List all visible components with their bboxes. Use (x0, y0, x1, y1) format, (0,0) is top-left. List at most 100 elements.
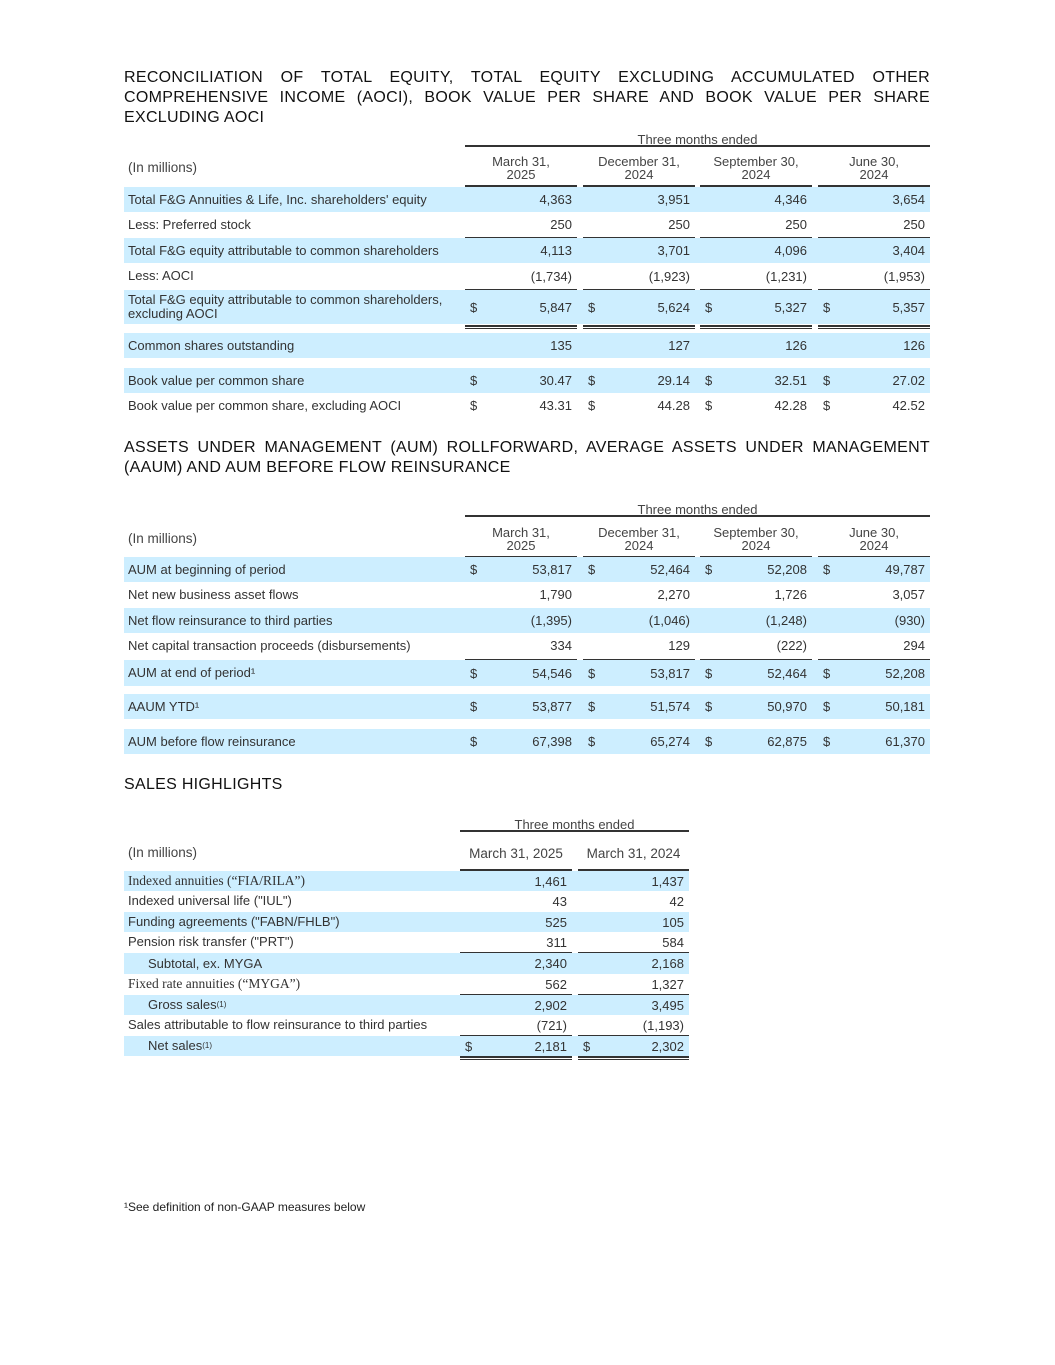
row-label: AUM before flow reinsurance (128, 729, 458, 754)
cell-value: 135 (550, 338, 572, 353)
row-label-text: Pension risk transfer ("PRT") (128, 934, 294, 949)
table-cell: 250 (818, 212, 930, 237)
table-cell: 1,790 (465, 582, 577, 607)
cell-value: 126 (785, 338, 807, 353)
table-cell: 584 (578, 932, 689, 952)
table-cell: 1,437 (578, 871, 689, 891)
cell-value: 52,208 (767, 562, 807, 577)
row-label: AAUM YTD¹ (128, 694, 458, 719)
table-cell: $43.31 (465, 393, 577, 418)
cell-value: (1,734) (530, 268, 572, 284)
unit-label: (In millions) (128, 160, 198, 175)
table-cell: 311 (460, 932, 572, 952)
column-header: March 31, 2024 (586, 845, 681, 861)
double-rule (578, 1059, 689, 1060)
cell-value: 4,096 (774, 243, 807, 258)
table-cell: 135 (465, 333, 577, 358)
double-rule (578, 1056, 689, 1058)
unit-label: (In millions) (128, 531, 198, 546)
row-label-text: AAUM YTD¹ (128, 698, 200, 714)
table-cell: $49,787 (818, 557, 930, 582)
row-label: Pension risk transfer ("PRT") (128, 932, 458, 952)
row-label: Net new business asset flows (128, 582, 458, 607)
row-label: Less: Preferred stock (128, 212, 458, 237)
table-cell: 3,654 (818, 187, 930, 212)
row-label: Net capital transaction proceeds (disbur… (128, 633, 458, 658)
cell-value: (1,231) (765, 268, 807, 284)
table-cell: $5,327 (700, 290, 812, 324)
row-label: Indexed annuities (“FIA/RILA”) (128, 871, 458, 891)
cell-value: (1,193) (642, 1017, 684, 1033)
table-cell: 4,113 (465, 238, 577, 263)
cell-value: 5,624 (657, 299, 690, 315)
cell-value: 62,875 (767, 734, 807, 749)
table-cell: 250 (465, 212, 577, 237)
double-rule (583, 325, 695, 327)
cell-value: 61,370 (885, 734, 925, 749)
row-label-text: Book value per common share (128, 372, 305, 388)
cell-value: 4,363 (539, 192, 572, 207)
table-cell: 294 (818, 633, 930, 658)
table-cell: $2,181 (460, 1036, 572, 1056)
cell-value: 29.14 (657, 373, 690, 388)
unit-label: (In millions) (128, 845, 198, 860)
cell-value: 52,464 (767, 665, 807, 681)
currency-symbol: $ (705, 562, 713, 577)
row-shade (124, 953, 689, 974)
double-rule (700, 328, 812, 329)
row-shade (124, 368, 930, 393)
cell-value: (1,923) (648, 268, 690, 284)
table-cell: (1,395) (465, 608, 577, 633)
cell-value: 334 (550, 638, 572, 653)
currency-symbol: $ (823, 299, 831, 315)
table-cell: 2,270 (583, 582, 695, 607)
row-label-text: Less: Preferred stock (128, 216, 251, 232)
row-label-text: Less: AOCI (128, 268, 194, 283)
currency-symbol: $ (465, 1038, 473, 1054)
cell-value: 5,357 (892, 299, 925, 315)
table-cell: 126 (818, 333, 930, 358)
subtotal-rule (700, 237, 812, 238)
cell-value: 42.52 (892, 398, 925, 413)
footnote: ¹See definition of non-GAAP measures bel… (124, 1200, 366, 1214)
currency-symbol: $ (823, 665, 831, 681)
row-label: Indexed universal life ("IUL") (128, 891, 458, 911)
table-cell: 126 (700, 333, 812, 358)
table-cell: $5,357 (818, 290, 930, 324)
currency-symbol: $ (470, 562, 478, 577)
column-header: September 30, 2024 (713, 525, 799, 553)
row-shade (124, 694, 930, 719)
table-cell: 334 (465, 633, 577, 658)
row-label: Common shares outstanding (128, 333, 458, 358)
cell-value: 584 (662, 934, 684, 950)
table-cell: 127 (583, 333, 695, 358)
row-label-text: Indexed universal life ("IUL") (128, 893, 292, 908)
row-shade (124, 1036, 689, 1056)
cell-value: 52,464 (650, 562, 690, 577)
table-cell: 105 (578, 912, 689, 932)
currency-symbol: $ (705, 665, 713, 681)
cell-value: 2,902 (534, 997, 567, 1013)
double-rule (818, 325, 930, 327)
header-rule (465, 145, 930, 147)
double-rule (583, 328, 695, 329)
cell-value: 250 (668, 217, 690, 232)
subtotal-rule (465, 659, 577, 660)
cell-value: 311 (546, 934, 567, 950)
column-header: March 31, 2025 (469, 845, 563, 861)
cell-value: 4,346 (774, 192, 807, 207)
subtotal-rule (578, 952, 689, 953)
table-cell: $42.28 (700, 393, 812, 418)
row-label-text: Net capital transaction proceeds (disbur… (128, 637, 411, 653)
cell-value: 3,701 (657, 243, 690, 258)
cell-value: 2,340 (534, 956, 567, 971)
row-label-text: AUM at end of period¹ (128, 665, 256, 680)
subtotal-rule (583, 237, 695, 238)
subtotal-rule (578, 994, 689, 995)
row-label: Less: AOCI (128, 263, 458, 289)
cell-value: 250 (550, 217, 572, 232)
table-cell: $5,624 (583, 290, 695, 324)
currency-symbol: $ (705, 299, 713, 315)
cell-value: 30.47 (539, 373, 572, 388)
